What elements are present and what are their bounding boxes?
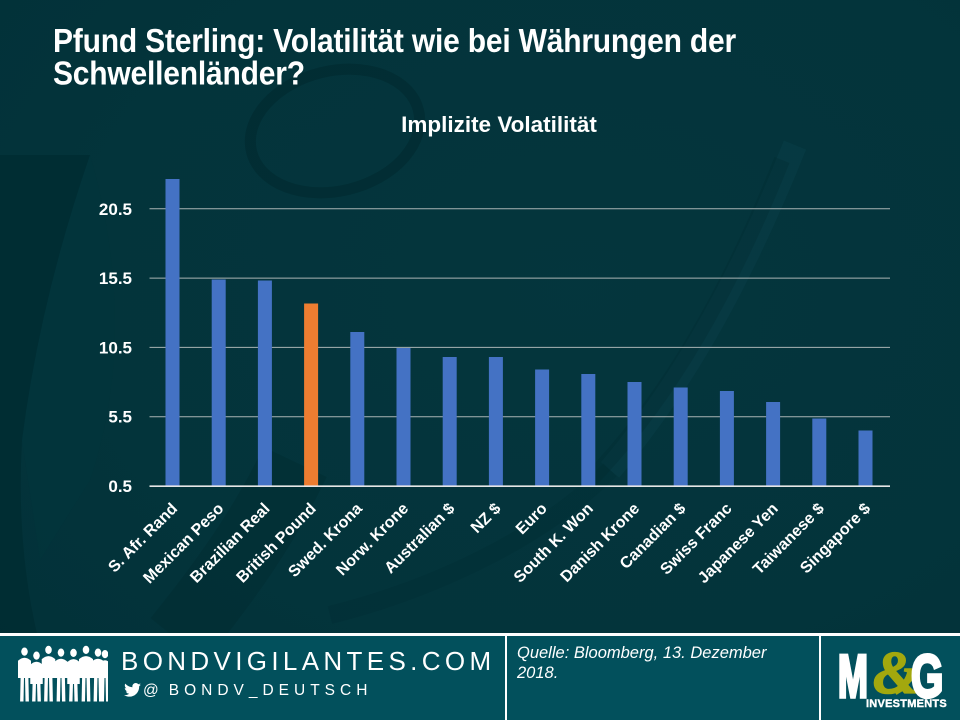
svg-text:15.5: 15.5 xyxy=(99,269,132,288)
svg-text:Danish Krone: Danish Krone xyxy=(558,500,644,586)
svg-text:G: G xyxy=(911,647,943,710)
svg-text:20.5: 20.5 xyxy=(99,200,132,219)
svg-text:Brazilian Real: Brazilian Real xyxy=(187,500,273,586)
svg-text:Euro: Euro xyxy=(513,500,551,538)
svg-text:Japanese Yen: Japanese Yen xyxy=(695,500,782,587)
svg-text:NZ $: NZ $ xyxy=(468,500,505,537)
svg-text:0.5: 0.5 xyxy=(108,477,132,496)
svg-text:10.5: 10.5 xyxy=(99,338,132,357)
svg-text:INVESTMENTS: INVESTMENTS xyxy=(866,698,947,710)
svg-text:5.5: 5.5 xyxy=(108,408,132,427)
svg-text:M: M xyxy=(838,647,868,710)
svg-text:British Pound: British Pound xyxy=(234,500,320,586)
svg-text:South K. Won: South K. Won xyxy=(511,500,597,586)
svg-text:Mexican Peso: Mexican Peso xyxy=(140,500,227,587)
